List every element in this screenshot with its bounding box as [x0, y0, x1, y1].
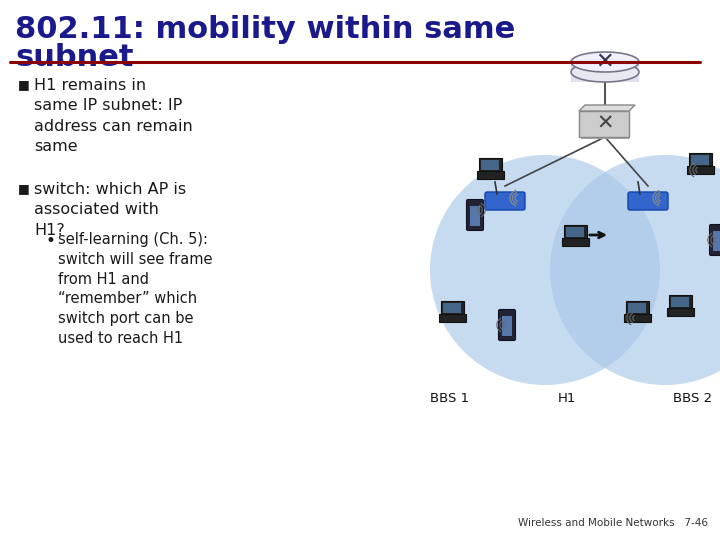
- Text: subnet: subnet: [15, 43, 133, 72]
- Text: ■: ■: [18, 78, 30, 91]
- Text: ✕: ✕: [596, 114, 613, 134]
- Circle shape: [430, 155, 660, 385]
- Text: switch: which AP is
associated with
H1?: switch: which AP is associated with H1?: [34, 182, 186, 238]
- FancyBboxPatch shape: [502, 316, 512, 336]
- Text: BBS 1: BBS 1: [431, 392, 469, 405]
- FancyBboxPatch shape: [477, 171, 503, 179]
- FancyBboxPatch shape: [467, 199, 484, 231]
- Ellipse shape: [571, 62, 639, 82]
- Text: H1: H1: [558, 392, 576, 405]
- FancyBboxPatch shape: [671, 297, 689, 307]
- FancyBboxPatch shape: [579, 111, 629, 137]
- FancyBboxPatch shape: [691, 155, 709, 165]
- FancyBboxPatch shape: [479, 158, 502, 172]
- Text: Wireless and Mobile Networks   7-46: Wireless and Mobile Networks 7-46: [518, 518, 708, 528]
- Text: H1 remains in
same IP subnet: IP
address can remain
same: H1 remains in same IP subnet: IP address…: [34, 78, 193, 154]
- Ellipse shape: [571, 52, 639, 72]
- FancyBboxPatch shape: [443, 303, 461, 313]
- FancyBboxPatch shape: [438, 314, 466, 321]
- FancyBboxPatch shape: [686, 165, 714, 173]
- FancyBboxPatch shape: [470, 206, 480, 226]
- FancyBboxPatch shape: [581, 111, 629, 139]
- FancyBboxPatch shape: [564, 225, 587, 240]
- FancyBboxPatch shape: [668, 294, 691, 309]
- Circle shape: [550, 155, 720, 385]
- Text: ■: ■: [18, 182, 30, 195]
- FancyBboxPatch shape: [667, 307, 693, 315]
- FancyBboxPatch shape: [688, 152, 711, 167]
- Text: 802.11: mobility within same: 802.11: mobility within same: [15, 15, 516, 44]
- FancyBboxPatch shape: [571, 62, 639, 82]
- FancyBboxPatch shape: [628, 303, 646, 313]
- FancyBboxPatch shape: [485, 192, 525, 210]
- FancyBboxPatch shape: [481, 160, 499, 170]
- FancyBboxPatch shape: [626, 300, 649, 315]
- FancyBboxPatch shape: [566, 227, 584, 237]
- FancyBboxPatch shape: [713, 231, 720, 251]
- Text: ✕: ✕: [595, 52, 614, 72]
- Polygon shape: [579, 105, 635, 111]
- FancyBboxPatch shape: [628, 192, 668, 210]
- FancyBboxPatch shape: [624, 314, 650, 321]
- FancyBboxPatch shape: [441, 300, 464, 315]
- FancyBboxPatch shape: [562, 238, 588, 246]
- FancyBboxPatch shape: [498, 309, 516, 341]
- Text: •: •: [46, 232, 56, 250]
- FancyBboxPatch shape: [709, 225, 720, 255]
- Text: self-learning (Ch. 5):
switch will see frame
from H1 and
“remember” which
switch: self-learning (Ch. 5): switch will see f…: [58, 232, 212, 346]
- Text: BBS 2: BBS 2: [673, 392, 713, 405]
